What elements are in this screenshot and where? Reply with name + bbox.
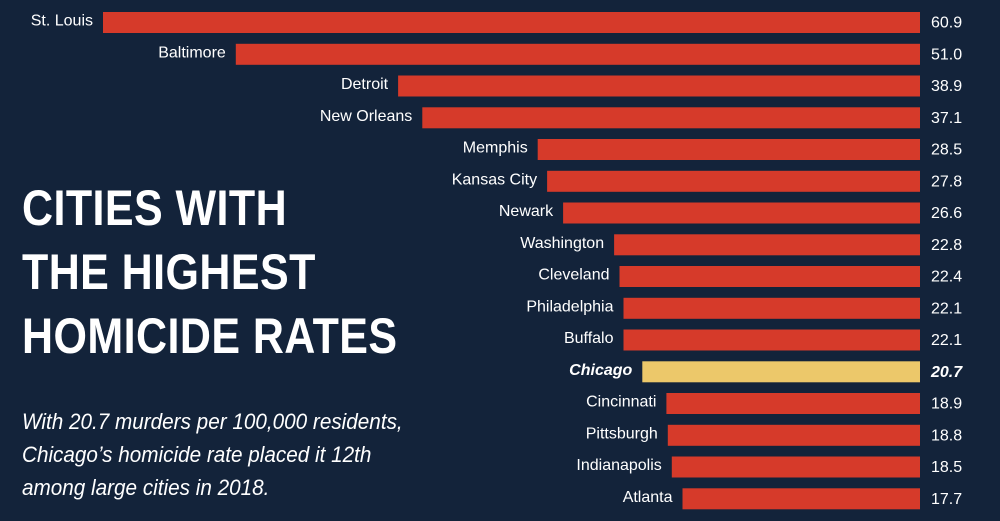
category-label-pittsburgh: Pittsburgh <box>586 426 658 443</box>
headline: CITIES WITH THE HIGHEST HOMICIDE RATES <box>22 176 398 368</box>
bar-kansas-city <box>547 170 920 192</box>
category-label-washington: Washington <box>520 235 604 252</box>
category-label-kansas-city: Kansas City <box>452 172 537 189</box>
bar-new-orleans <box>422 107 920 129</box>
bar-memphis <box>537 139 920 160</box>
subtitle-line-2: Chicago’s homicide rate placed it 12th <box>22 442 372 467</box>
value-label-indianapolis: 18.5 <box>931 459 962 476</box>
category-label-new-orleans: New Orleans <box>320 108 412 125</box>
bar-indianapolis <box>671 456 920 478</box>
category-label-cleveland: Cleveland <box>538 267 609 284</box>
value-label-buffalo: 22.1 <box>931 332 962 349</box>
value-label-washington: 22.8 <box>931 237 962 254</box>
value-label-detroit: 38.9 <box>931 78 962 95</box>
value-label-memphis: 28.5 <box>931 142 962 159</box>
category-label-atlanta: Atlanta <box>623 489 673 506</box>
category-label-st-louis: St. Louis <box>31 13 93 30</box>
value-label-pittsburgh: 18.8 <box>931 428 962 445</box>
value-label-cleveland: 22.4 <box>931 269 962 286</box>
value-label-st-louis: 60.9 <box>931 15 962 32</box>
category-label-chicago: Chicago <box>569 362 632 379</box>
subtitle-line-1: With 20.7 murders per 100,000 residents, <box>22 409 403 434</box>
subtitle: With 20.7 murders per 100,000 residents,… <box>22 405 454 504</box>
value-label-kansas-city: 27.8 <box>931 174 962 191</box>
value-label-baltimore: 51.0 <box>931 47 962 64</box>
bar-washington <box>614 234 920 256</box>
bar-detroit <box>398 75 921 97</box>
headline-line-2: THE HIGHEST <box>22 244 316 300</box>
value-label-atlanta: 17.7 <box>931 491 962 508</box>
value-label-chicago: 20.7 <box>930 364 963 381</box>
bar-chicago <box>642 361 920 383</box>
category-label-cincinnati: Cincinnati <box>586 394 656 411</box>
bar-st-louis <box>103 12 920 33</box>
category-label-newark: Newark <box>499 203 554 220</box>
category-label-detroit: Detroit <box>341 76 389 93</box>
category-label-indianapolis: Indianapolis <box>576 457 661 474</box>
bar-newark <box>563 202 920 224</box>
category-label-baltimore: Baltimore <box>158 45 226 62</box>
bar-cleveland <box>619 266 920 287</box>
value-label-new-orleans: 37.1 <box>931 110 962 127</box>
value-label-cincinnati: 18.9 <box>931 396 962 413</box>
headline-line-1: CITIES WITH <box>22 180 288 236</box>
value-label-philadelphia: 22.1 <box>931 301 962 318</box>
subtitle-line-3: among large cities in 2018. <box>22 475 270 500</box>
bar-philadelphia <box>623 297 920 319</box>
value-label-newark: 26.6 <box>931 205 962 222</box>
bar-atlanta <box>682 488 920 510</box>
category-label-memphis: Memphis <box>463 140 528 157</box>
bar-buffalo <box>623 329 920 351</box>
bar-cincinnati <box>666 393 920 414</box>
bar-pittsburgh <box>667 424 920 446</box>
headline-line-3: HOMICIDE RATES <box>22 308 398 364</box>
category-label-buffalo: Buffalo <box>564 330 614 347</box>
category-label-philadelphia: Philadelphia <box>526 299 613 316</box>
bar-baltimore <box>235 43 921 65</box>
